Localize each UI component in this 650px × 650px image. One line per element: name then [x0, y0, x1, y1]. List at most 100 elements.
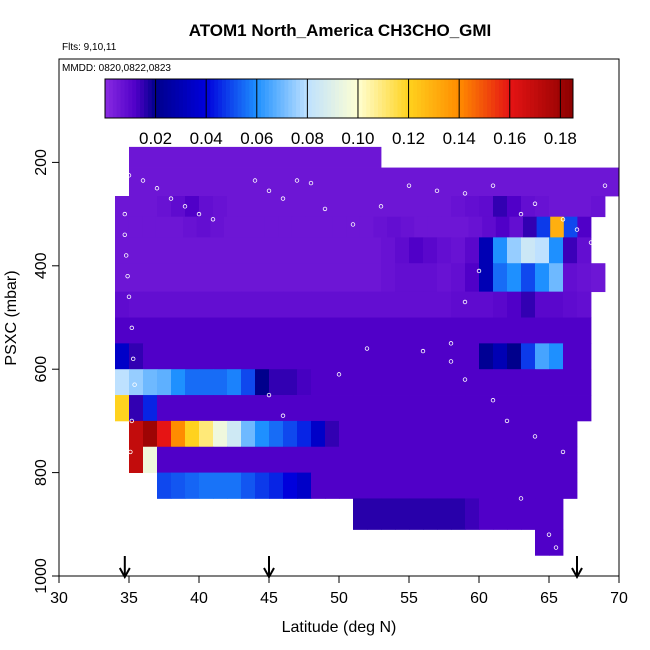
heatmap-cell	[465, 237, 480, 264]
heatmap-cell	[381, 317, 396, 344]
heatmap-cell	[283, 291, 298, 318]
colorbar-swatch	[237, 79, 242, 118]
colorbar-swatch	[362, 79, 367, 118]
heatmap-cell	[409, 369, 424, 396]
heatmap-cell	[332, 216, 347, 238]
heatmap-cell	[255, 343, 270, 370]
colorbar-swatch	[276, 79, 281, 118]
colorbar-swatch	[218, 79, 223, 118]
colorbar-swatch	[397, 79, 402, 118]
heatmap-cell	[535, 420, 550, 448]
colorbar-swatch	[300, 79, 305, 118]
colorbar-swatch	[140, 79, 145, 118]
heatmap-cell	[353, 291, 368, 318]
x-tick-label: 40	[190, 590, 208, 607]
heatmap-cell	[535, 472, 550, 499]
sample-marker	[518, 496, 524, 501]
flight-arrow-head	[263, 567, 275, 580]
heatmap-cell	[423, 498, 438, 530]
colorbar-swatch	[448, 79, 453, 118]
heatmap-cell	[325, 472, 340, 499]
heatmap-cell	[395, 395, 410, 422]
heatmap-cell	[507, 420, 522, 448]
heatmap-cell	[465, 446, 480, 473]
colorbar-swatch	[112, 79, 118, 118]
heatmap-cell	[451, 472, 466, 499]
heatmap-cell	[269, 343, 284, 370]
colorbar-swatch	[280, 79, 285, 118]
heatmap-cell	[563, 291, 578, 318]
heatmap-cell	[311, 446, 326, 473]
colorbar-swatch	[409, 79, 414, 118]
heatmap-cell	[479, 196, 494, 218]
heatmap-cell	[451, 498, 466, 530]
heatmap-cell	[455, 216, 469, 238]
colorbar-swatch	[190, 79, 196, 118]
heatmap-cell	[143, 395, 158, 422]
colorbar: 0.02 0.04 0.06 0.08 0.10 0.12 0.14 0.16 0.18	[104, 78, 577, 148]
colorbar-tick-label: 0.08	[291, 129, 324, 148]
heatmap-cell	[367, 369, 382, 396]
heatmap-cell	[400, 216, 415, 238]
sample-marker	[490, 398, 496, 403]
heatmap-cell	[465, 263, 480, 293]
heatmap-cell	[297, 420, 312, 448]
colorbar-swatch	[545, 79, 551, 118]
colorbar-swatch	[557, 79, 562, 118]
flight-arrow-head	[571, 567, 583, 580]
heatmap-cell	[535, 291, 550, 318]
colorbar-swatch	[179, 79, 184, 118]
heatmap-cell	[437, 498, 452, 530]
heatmap-cell	[325, 237, 340, 264]
heatmap-cell	[143, 446, 158, 473]
sample-marker	[560, 449, 566, 455]
heatmap-cell	[185, 237, 200, 264]
heatmap-cell	[507, 263, 522, 293]
dates-label: MMDD: 0820,0822,0823	[62, 63, 171, 74]
heatmap-cell	[437, 317, 452, 344]
colorbar-swatch	[222, 79, 227, 118]
heatmap-cell	[535, 263, 550, 293]
heatmap-cell	[227, 263, 242, 293]
flights-label: Flts: 9,10,11	[62, 42, 117, 53]
heatmap-cell	[157, 472, 172, 499]
heatmap-cell	[241, 196, 256, 218]
heatmap-cell	[311, 343, 326, 370]
heatmap-cell	[451, 237, 466, 264]
colorbar-swatch	[296, 79, 301, 118]
heatmap-cell	[521, 472, 536, 499]
colorbar-swatch	[319, 79, 324, 118]
heatmap-cell	[325, 420, 340, 448]
heatmap-cell	[493, 343, 508, 370]
heatmap-cell	[549, 196, 564, 218]
sample-marker	[266, 392, 272, 398]
colorbar-swatch	[292, 79, 297, 118]
heatmap-cell	[213, 317, 228, 344]
heatmap-cell	[577, 291, 592, 318]
colorbar-swatch	[346, 79, 352, 118]
colorbar-swatch	[264, 79, 270, 118]
heatmap-cell	[409, 420, 424, 448]
heatmap-cell	[451, 369, 466, 396]
heatmap-cell	[381, 420, 396, 448]
colorbar-swatch	[374, 79, 379, 118]
sample-marker	[280, 196, 286, 201]
colorbar-swatch	[569, 79, 574, 118]
heatmap-cell	[227, 237, 242, 264]
colorbar-tick-label: 0.10	[341, 129, 374, 148]
heatmap-cell	[479, 498, 494, 530]
heatmap-cell	[353, 317, 368, 344]
heatmap-cell	[339, 317, 354, 344]
heatmap-cell	[269, 317, 284, 344]
heatmap-cell	[269, 291, 284, 318]
colorbar-swatch	[342, 79, 348, 118]
x-tick-label: 45	[260, 590, 278, 607]
chart-title: ATOM1 North_America CH3CHO_GMI	[189, 21, 492, 40]
sample-marker	[490, 183, 496, 188]
heatmap-cell	[255, 317, 270, 344]
sample-marker	[588, 240, 594, 245]
sample-marker	[168, 196, 174, 201]
heatmap-cell	[269, 237, 284, 264]
colorbar-swatch	[108, 79, 114, 118]
heatmap-cell	[395, 237, 410, 264]
